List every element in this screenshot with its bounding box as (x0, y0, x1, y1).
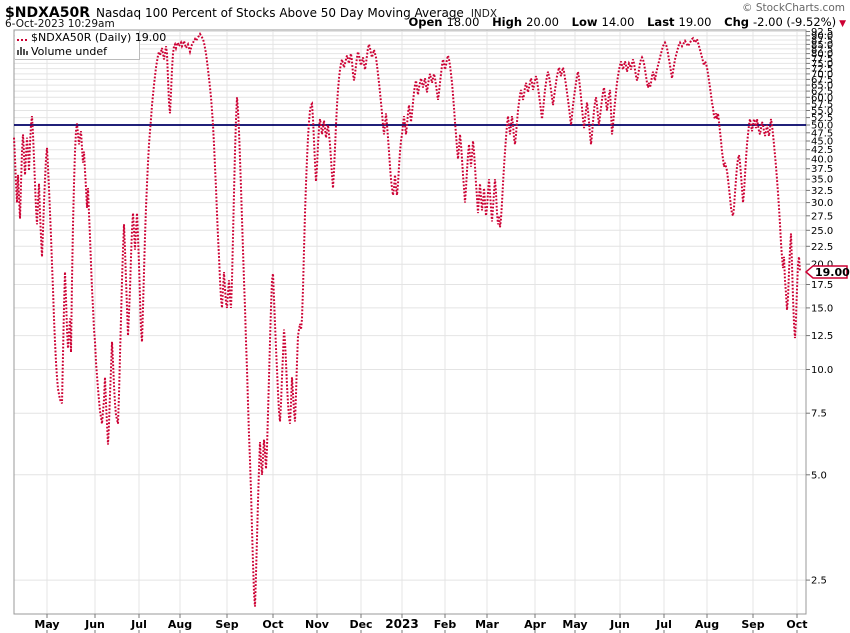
y-axis-label: 2.5 (811, 576, 827, 587)
y-axis-label: 80.0 (811, 49, 833, 60)
y-axis-label: 87.5 (811, 36, 833, 47)
high-label: High (492, 15, 523, 29)
y-axis-label: 40.0 (811, 154, 833, 165)
x-axis-label: Sep (215, 618, 238, 631)
chart-title: Nasdaq 100 Percent of Stocks Above 50 Da… (95, 6, 464, 20)
y-axis-label: 37.5 (811, 164, 833, 175)
x-axis-label: Jun (84, 618, 105, 631)
x-axis-label: Dec (349, 618, 372, 631)
legend-series-label: $NDXA50R (Daily) 19.00 (31, 31, 167, 44)
y-axis-label: 22.5 (811, 242, 833, 253)
y-axis-label: 27.5 (811, 211, 833, 222)
x-axis-label: Mar (475, 618, 499, 631)
x-axis-label: Nov (305, 618, 330, 631)
y-axis-label: 25.0 (811, 226, 833, 237)
x-axis-label: May (34, 618, 59, 631)
y-axis-label: 62.5 (811, 87, 833, 98)
last-price-tag (804, 265, 848, 279)
y-axis-label: 52.5 (811, 113, 833, 124)
y-axis-label: 77.5 (811, 54, 833, 65)
price-series-dotted-line (13, 32, 801, 607)
y-axis-label: 12.5 (811, 331, 833, 342)
last-price-tag-label: 19.00 (815, 266, 850, 279)
chart-legend: $NDXA50R (Daily) 19.00 Volume undef (15, 31, 166, 60)
y-axis-label: 67.5 (811, 75, 833, 86)
x-axis-label: Oct (786, 618, 807, 631)
x-axis-label: May (562, 618, 587, 631)
y-axis-label: 55.0 (811, 106, 833, 117)
y-axis-label: 92.5 (811, 27, 833, 38)
x-axis-label: Jun (609, 618, 630, 631)
x-axis-label: 2023 (385, 617, 418, 631)
exchange-label: INDX (470, 8, 498, 20)
y-axis-label: 60.0 (811, 93, 833, 104)
x-axis-label: Apr (524, 618, 546, 631)
copyright-label: © StockCharts.com (742, 2, 845, 14)
legend-volume-row: Volume undef (17, 45, 139, 59)
y-axis-label: 30.0 (811, 198, 833, 209)
low-label: Low (571, 15, 598, 29)
y-axis-label: 90.0 (811, 31, 833, 42)
y-axis-label: 57.5 (811, 99, 833, 110)
y-axis-label: 50.0 (811, 121, 833, 132)
x-axis-label: Aug (168, 618, 192, 631)
chg-value: -2.00 (-9.52%) (753, 15, 837, 29)
x-axis-label: Sep (741, 618, 764, 631)
price-down-triangle-icon: ▼ (839, 19, 846, 29)
chart-header: $NDXA50R Nasdaq 100 Percent of Stocks Abo… (5, 2, 497, 21)
y-axis-label: 42.5 (811, 145, 833, 156)
open-label: Open (408, 15, 443, 29)
legend-series-row: $NDXA50R (Daily) 19.00 (17, 31, 166, 45)
chg-label: Chg (724, 15, 749, 29)
y-axis-label: 7.5 (811, 409, 827, 420)
y-axis-label: 17.5 (811, 280, 833, 291)
dotted-line-icon (17, 32, 28, 45)
last-label: Last (647, 15, 675, 29)
y-axis-label: 72.5 (811, 64, 833, 75)
x-axis-label: Oct (262, 618, 283, 631)
y-axis-label: 65.0 (811, 81, 833, 92)
low-value: 14.00 (601, 15, 635, 29)
y-axis-label: 10.0 (811, 365, 833, 376)
y-axis-label: 70.0 (811, 69, 833, 80)
y-axis-label: 47.5 (811, 128, 833, 139)
symbol-label: $NDXA50R (5, 5, 90, 21)
open-value: 18.00 (446, 15, 480, 29)
plot-frame (13, 29, 807, 615)
y-axis-label: 20.0 (811, 260, 833, 271)
chart-datetime: 6-Oct-2023 10:29am (5, 18, 115, 30)
x-axis-label: Jul (655, 618, 672, 631)
y-axis-label: 85.0 (811, 40, 833, 51)
high-value: 20.00 (526, 15, 559, 29)
y-axis-label: 15.0 (811, 303, 833, 314)
x-axis-label: Aug (695, 618, 719, 631)
y-axis-label: 35.0 (811, 175, 833, 186)
y-axis-label: 82.5 (811, 44, 833, 55)
y-axis-label: 45.0 (811, 137, 833, 148)
y-axis-label: 75.0 (811, 59, 833, 70)
last-value: 19.00 (678, 15, 712, 29)
legend-volume-label: Volume undef (31, 44, 107, 58)
y-axis-label: 5.0 (811, 470, 827, 481)
quote-summary: Open 18.00 High 20.00 Low 14.00 Last 19.00 C… (399, 15, 846, 29)
y-axis-label: 32.5 (811, 186, 833, 197)
volume-bars-icon (17, 45, 28, 58)
x-axis-label: Jul (130, 618, 147, 631)
x-axis-label: Feb (434, 618, 457, 631)
